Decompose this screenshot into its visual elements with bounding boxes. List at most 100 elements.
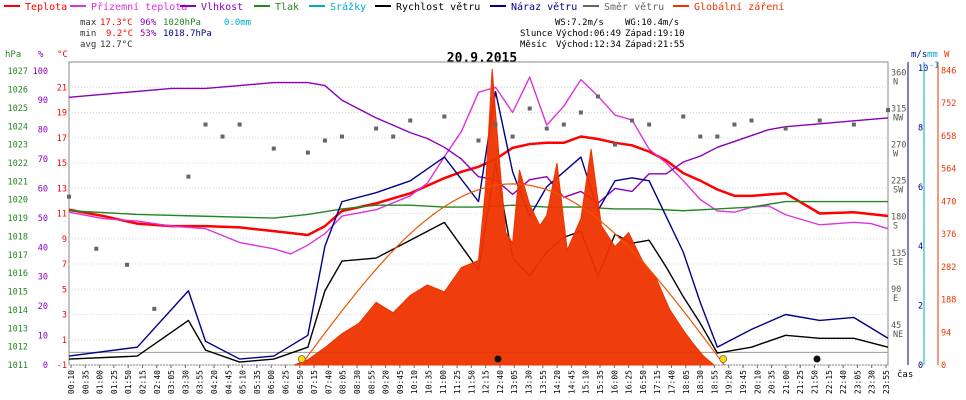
humidity-tick: 50 (38, 214, 48, 224)
x-tick-label: 00:10 (67, 370, 76, 394)
humidity-tick: 30 (38, 273, 48, 283)
series-naraz-vetru (68, 91, 889, 360)
temperature-tick: 9 (62, 235, 67, 245)
sunrise-marker (297, 355, 306, 363)
wind-direction-point (613, 142, 617, 147)
stats-max-hum: 96% (140, 18, 157, 28)
wind-direction-point (152, 306, 157, 311)
humidity-tick: 60 (38, 184, 48, 194)
wind-tick: 6 (918, 183, 923, 193)
info-ws: WS:7.2m/s (555, 18, 604, 28)
temperature-tick: 17 (57, 134, 67, 144)
x-tick-label: 04:20 (210, 370, 219, 394)
legend-teplota: Teplota (4, 2, 67, 13)
wind-direction-point (510, 134, 515, 139)
x-tick-label: 12:15 (482, 370, 491, 394)
x-tick-label: 16:00 (610, 370, 619, 394)
wind-direction-point (125, 262, 130, 267)
x-tick-label: 10:10 (410, 370, 419, 394)
wind-direction-point (305, 150, 310, 155)
legend-srazky: Srážky (309, 1, 366, 13)
stats-avg-label: avg (80, 40, 96, 50)
pressure-tick: 1013 (8, 324, 28, 334)
direction-tick: 270 (891, 141, 906, 151)
stats-min-temp: 9.2°C (106, 29, 133, 39)
humidity-tick: 10 (38, 332, 48, 342)
x-tick-label: 18:55 (710, 370, 719, 394)
x-tick-label: 11:25 (453, 370, 462, 394)
x-tick-label: 23:05 (853, 370, 862, 394)
x-tick-label: 17:40 (668, 370, 677, 394)
legend-naraz-vetru: Náraz větru (490, 1, 577, 13)
axis-unit-rain: mm (927, 50, 938, 60)
stats-min-hum: 53% (140, 29, 157, 39)
wind-direction-point (374, 126, 379, 131)
legend-label: Směr větru (604, 1, 664, 13)
humidity-tick: 100 (33, 67, 48, 77)
x-tick-label: 10:35 (424, 370, 433, 394)
direction-label: N (893, 77, 898, 87)
pressure-tick: 1011 (8, 361, 28, 371)
x-tick-label: 19:45 (739, 370, 748, 394)
wind-direction-point (220, 134, 225, 139)
wind-tick: 10 (918, 64, 928, 74)
legend-vlhkost: Vlhkost (180, 2, 243, 13)
x-tick-label: 20:35 (768, 370, 777, 394)
series-layer (67, 68, 890, 366)
stats-avg-temp: 12.7°C (100, 40, 133, 50)
left-axes: 1011101210131014101510161017101810191020… (8, 67, 67, 371)
legend-label: Přízemní teplota (91, 1, 187, 13)
radiation-tick: 846 (941, 66, 956, 76)
moonset-marker (813, 355, 821, 363)
temperature-tick: 15 (57, 159, 67, 169)
legend-rychlost-vetru: Rychlost větru (375, 1, 480, 13)
x-tick-label: 08:55 (367, 370, 376, 394)
radiation-tick: 752 (941, 99, 956, 109)
pressure-tick: 1016 (8, 269, 28, 279)
direction-label: SW (893, 186, 904, 196)
sun-moon-info: WS:7.2m/s WG:10.4m/s Slunce Východ:06:49… (520, 18, 685, 50)
x-tick-label: 16:25 (625, 370, 634, 394)
info-slunce-label: Slunce (520, 29, 553, 39)
legend-tlak: Tlak (254, 2, 299, 13)
humidity-tick: 70 (38, 155, 48, 165)
direction-tick: 90 (891, 285, 901, 295)
legend-globalni-zareni: Globální záření (673, 1, 784, 13)
pressure-tick: 1024 (8, 122, 28, 132)
radiation-tick: 658 (941, 132, 956, 142)
series-globalni-zareni (294, 68, 716, 366)
legend-row: Teplota Přízemní teplota Vlhkost Tlak Sr… (4, 1, 784, 13)
wind-direction-point (527, 106, 532, 111)
x-tick-label: 07:15 (310, 370, 319, 394)
wind-direction-point (340, 134, 344, 139)
info-mesic-zapad: Západ:21:55 (625, 40, 685, 50)
wind-direction-point (647, 122, 652, 127)
stats-max-press: 1020hPa (163, 18, 201, 28)
legend-label: Tlak (275, 2, 299, 13)
x-tick-label: 08:30 (353, 370, 362, 394)
x-tick-label: 18:30 (696, 370, 705, 394)
pressure-tick: 1027 (8, 67, 28, 77)
x-tick-label: 06:50 (296, 370, 305, 394)
temperature-tick: 11 (57, 210, 67, 220)
x-tick-label: 22:40 (839, 370, 848, 394)
x-tick-label: 05:10 (239, 370, 248, 394)
clear-sky-radiation-curve (300, 183, 725, 366)
stats-max-rain: 0.0mm (224, 18, 251, 28)
sun-moon-markers (297, 355, 821, 363)
temperature-tick: 7 (62, 260, 67, 270)
stats-max-temp: 17.3°C (100, 18, 133, 28)
series-teplota (68, 135, 889, 237)
wind-direction-point (749, 118, 754, 123)
direction-tick: 315 (891, 105, 906, 115)
info-mesic-vychod: Východ:12:34 (556, 40, 621, 50)
x-tick-label: 14:20 (553, 370, 562, 394)
pressure-tick: 1026 (8, 86, 28, 96)
x-tick-label: 03:05 (167, 370, 176, 394)
temperature-tick: -1 (57, 361, 67, 371)
legend-label: Rychlost větru (396, 1, 480, 13)
direction-tick: 360 (891, 68, 906, 78)
wind-direction-point (715, 134, 720, 139)
radiation-tick: 564 (941, 165, 956, 175)
